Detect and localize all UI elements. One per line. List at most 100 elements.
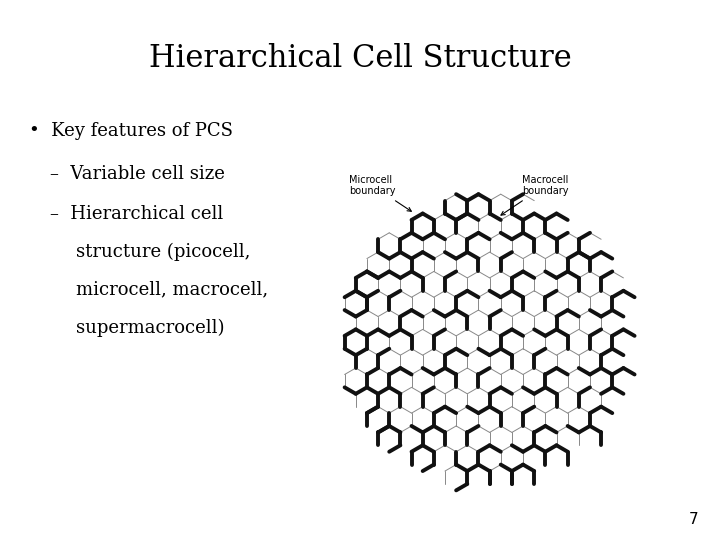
Polygon shape xyxy=(423,426,445,452)
Polygon shape xyxy=(601,349,624,374)
Polygon shape xyxy=(467,349,490,374)
Polygon shape xyxy=(479,368,500,394)
Polygon shape xyxy=(557,272,579,297)
Polygon shape xyxy=(456,213,479,239)
Polygon shape xyxy=(456,368,479,394)
Polygon shape xyxy=(490,272,512,297)
Polygon shape xyxy=(500,407,523,433)
Polygon shape xyxy=(512,387,534,413)
Polygon shape xyxy=(590,252,612,278)
Polygon shape xyxy=(512,194,534,220)
Text: structure (picocell,: structure (picocell, xyxy=(76,243,250,261)
Polygon shape xyxy=(378,426,400,452)
Polygon shape xyxy=(545,368,567,394)
Polygon shape xyxy=(412,446,434,471)
Polygon shape xyxy=(545,407,567,433)
Polygon shape xyxy=(412,213,434,239)
Polygon shape xyxy=(500,291,523,316)
Polygon shape xyxy=(579,426,601,452)
Polygon shape xyxy=(479,213,500,239)
Polygon shape xyxy=(534,272,557,297)
Polygon shape xyxy=(500,252,523,278)
Polygon shape xyxy=(412,291,434,316)
Text: Macrocell
boundary: Macrocell boundary xyxy=(501,175,568,215)
Polygon shape xyxy=(512,233,534,259)
Polygon shape xyxy=(490,233,512,259)
Polygon shape xyxy=(434,213,456,239)
Text: –  Hierarchical cell: – Hierarchical cell xyxy=(50,205,224,223)
Polygon shape xyxy=(467,464,490,490)
Polygon shape xyxy=(523,407,545,433)
Polygon shape xyxy=(534,349,557,374)
Polygon shape xyxy=(367,368,390,394)
Polygon shape xyxy=(579,387,601,413)
Polygon shape xyxy=(367,252,390,278)
Polygon shape xyxy=(500,368,523,394)
Polygon shape xyxy=(490,349,512,374)
Polygon shape xyxy=(523,368,545,394)
Polygon shape xyxy=(378,272,400,297)
Polygon shape xyxy=(490,464,512,490)
Polygon shape xyxy=(612,368,634,394)
Polygon shape xyxy=(345,368,367,394)
Polygon shape xyxy=(412,407,434,433)
Polygon shape xyxy=(557,387,579,413)
Polygon shape xyxy=(445,426,467,452)
Polygon shape xyxy=(434,368,456,394)
Polygon shape xyxy=(378,387,400,413)
Polygon shape xyxy=(601,310,624,336)
Polygon shape xyxy=(400,272,423,297)
Polygon shape xyxy=(467,426,490,452)
Polygon shape xyxy=(456,407,479,433)
Polygon shape xyxy=(512,464,534,490)
Polygon shape xyxy=(523,446,545,471)
Polygon shape xyxy=(601,387,624,413)
Polygon shape xyxy=(523,252,545,278)
Polygon shape xyxy=(545,252,567,278)
Polygon shape xyxy=(345,291,367,316)
Polygon shape xyxy=(567,291,590,316)
Polygon shape xyxy=(412,252,434,278)
Polygon shape xyxy=(545,446,567,471)
Polygon shape xyxy=(534,426,557,452)
Polygon shape xyxy=(490,387,512,413)
Polygon shape xyxy=(579,349,601,374)
Polygon shape xyxy=(534,233,557,259)
Polygon shape xyxy=(479,252,500,278)
Polygon shape xyxy=(557,310,579,336)
Polygon shape xyxy=(400,387,423,413)
Polygon shape xyxy=(456,446,479,471)
Polygon shape xyxy=(467,272,490,297)
Polygon shape xyxy=(512,272,534,297)
Polygon shape xyxy=(445,272,467,297)
Polygon shape xyxy=(367,329,390,355)
Polygon shape xyxy=(590,329,612,355)
Polygon shape xyxy=(456,329,479,355)
Polygon shape xyxy=(579,272,601,297)
Polygon shape xyxy=(412,329,434,355)
Polygon shape xyxy=(445,310,467,336)
Polygon shape xyxy=(557,349,579,374)
Text: Microcell
boundary: Microcell boundary xyxy=(349,175,411,211)
Polygon shape xyxy=(479,329,500,355)
Polygon shape xyxy=(356,387,378,413)
Polygon shape xyxy=(434,329,456,355)
Polygon shape xyxy=(567,252,590,278)
Polygon shape xyxy=(400,426,423,452)
Polygon shape xyxy=(445,387,467,413)
Polygon shape xyxy=(534,387,557,413)
Polygon shape xyxy=(356,310,378,336)
Polygon shape xyxy=(423,310,445,336)
Text: supermacrocell): supermacrocell) xyxy=(76,319,224,337)
Text: 7: 7 xyxy=(689,511,698,526)
Polygon shape xyxy=(423,387,445,413)
Polygon shape xyxy=(434,407,456,433)
Polygon shape xyxy=(479,291,500,316)
Polygon shape xyxy=(579,233,601,259)
Polygon shape xyxy=(390,252,412,278)
Polygon shape xyxy=(567,329,590,355)
Polygon shape xyxy=(378,349,400,374)
Polygon shape xyxy=(534,310,557,336)
Polygon shape xyxy=(356,272,378,297)
Polygon shape xyxy=(434,291,456,316)
